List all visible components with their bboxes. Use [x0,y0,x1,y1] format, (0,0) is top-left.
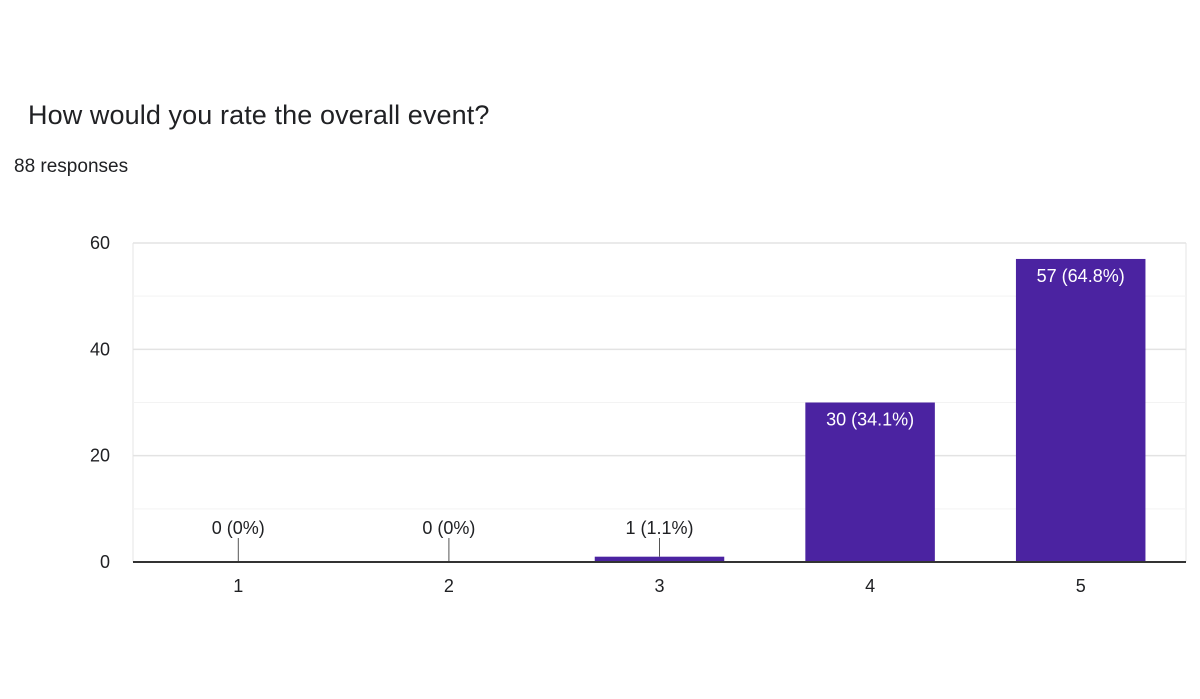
x-tick-label: 1 [233,576,243,596]
data-label: 57 (64.8%) [1037,266,1125,286]
x-tick-label: 2 [444,576,454,596]
bar [805,402,935,562]
data-label: 0 (0%) [212,518,265,538]
x-tick-label: 5 [1076,576,1086,596]
x-tick-label: 3 [654,576,664,596]
question-title: How would you rate the overall event? [28,100,490,130]
y-tick-label: 60 [90,233,110,253]
bar [1015,258,1146,562]
response-count: 88 responses [14,156,129,177]
y-tick-label: 0 [100,552,110,572]
y-tick-label: 20 [90,446,110,466]
y-tick-label: 40 [90,339,110,359]
data-label: 0 (0%) [422,518,475,538]
data-label: 1 (1.1%) [625,518,693,538]
bar [594,556,725,562]
data-label: 30 (34.1%) [826,410,914,430]
x-tick-label: 4 [865,576,875,596]
